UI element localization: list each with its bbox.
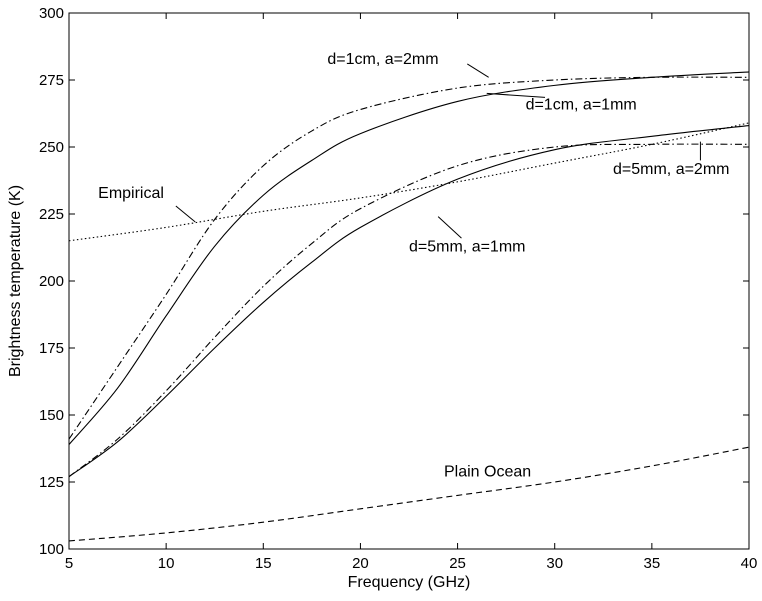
series-line-5: [68, 122, 750, 242]
series-lines: [68, 71, 750, 542]
x-tick-label: 15: [255, 555, 272, 572]
x-tick-label: 30: [546, 555, 563, 572]
x-axis-label: Frequency (GHz): [348, 574, 471, 591]
y-tick-label: 250: [39, 139, 64, 156]
annotation-label: Empirical: [98, 185, 164, 202]
annotation-label: d=5mm, a=1mm: [409, 239, 525, 256]
annotation-label: d=1cm, a=1mm: [526, 96, 637, 113]
series-line-2: [68, 71, 750, 445]
x-tick-label: 35: [644, 555, 661, 572]
x-tick-label: 40: [741, 555, 758, 572]
annotation-label: d=5mm, a=2mm: [613, 161, 729, 178]
annotation-pointer: [467, 63, 489, 78]
series-line-3: [68, 143, 750, 478]
y-axis-label: Brightness temperature (K): [7, 185, 24, 377]
y-tick-label: 125: [39, 474, 64, 491]
x-tick-label: 25: [449, 555, 466, 572]
annotation-pointer: [486, 92, 546, 98]
y-tick-label: 100: [39, 541, 64, 558]
x-tick-label: 5: [65, 555, 73, 572]
y-tick-label: 175: [39, 340, 64, 357]
plot-frame: [68, 12, 750, 550]
series-line-1: [68, 76, 750, 440]
y-tick-label: 275: [39, 72, 64, 89]
y-tick-label: 300: [39, 5, 64, 22]
series-line-6: [68, 446, 750, 542]
annotation-pointer: [437, 216, 462, 239]
annotation-label: Plain Ocean: [444, 464, 531, 481]
y-tick-label: 225: [39, 206, 64, 223]
annotations: d=1cm, a=2mm d=1cm, a=1mm Empirical d=5mm, …: [98, 51, 729, 481]
annotation-label: d=1cm, a=2mm: [327, 51, 438, 68]
series-line-4: [68, 125, 750, 478]
y-tick-label: 200: [39, 273, 64, 290]
x-tick-label: 10: [158, 555, 175, 572]
plot-area: [68, 12, 750, 550]
y-tick-label: 150: [39, 407, 64, 424]
x-tick-label: 20: [352, 555, 369, 572]
axis-ticks: 5 10 15 20 25 30 35 40 100 125 150 175 200 225 250 275 3…: [39, 5, 757, 572]
annotation-pointer: [175, 205, 196, 223]
